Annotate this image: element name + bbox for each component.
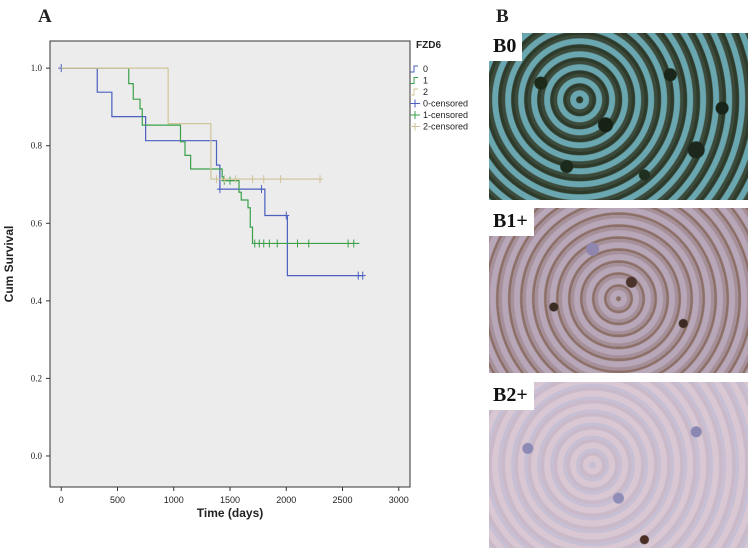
x-tick-label: 1000 <box>164 495 184 505</box>
legend-entry-2: 2 <box>423 87 428 97</box>
censor-mark-1 <box>260 239 267 248</box>
micrograph-b0: B0 <box>489 33 748 200</box>
x-axis-title: Time (days) <box>197 506 263 520</box>
y-tick-label: 0.4 <box>31 296 43 306</box>
y-axis-title: Cum Survival <box>2 226 16 303</box>
micrograph-b1: B1+ <box>489 208 748 373</box>
x-tick-label: 500 <box>110 495 125 505</box>
micrograph-label-b2: B2+ <box>489 382 534 410</box>
micrograph-label-b1: B1+ <box>489 208 534 236</box>
legend-entry-2-censored: 2-censored <box>423 122 468 132</box>
censor-mark-2 <box>232 175 239 184</box>
legend-title: FZD6 <box>416 40 441 51</box>
micrograph-label-b0: B0 <box>489 33 523 61</box>
censor-mark-0 <box>283 211 290 220</box>
censor-mark-1 <box>345 239 352 248</box>
censor-mark-0 <box>258 185 265 194</box>
legend-swatch-2 <box>410 88 418 96</box>
legend-swatch-1-censored <box>410 111 420 119</box>
censor-mark-2 <box>213 175 220 184</box>
x-tick-label: 2500 <box>332 495 352 505</box>
censor-mark-0 <box>359 271 366 280</box>
legend-entry-1-censored: 1-censored <box>423 110 468 120</box>
x-tick-label: 3000 <box>389 495 409 505</box>
censor-mark-1 <box>305 239 312 248</box>
micrograph-b2: B2+ <box>489 382 748 548</box>
censor-mark-2 <box>249 175 256 184</box>
y-tick-label: 0.6 <box>31 218 43 228</box>
legend-swatch-1 <box>410 77 418 84</box>
censor-mark-2 <box>317 175 323 184</box>
survival-curve-2 <box>61 67 322 180</box>
censor-mark-1 <box>274 239 281 248</box>
x-tick-label: 2000 <box>276 495 296 505</box>
legend-swatch-0-censored <box>410 99 420 108</box>
x-tick-label: 0 <box>59 495 64 505</box>
censor-mark-1 <box>266 239 273 248</box>
y-tick-label: 0.8 <box>31 141 43 151</box>
legend-swatch-2-censored <box>410 122 420 131</box>
censor-mark-2 <box>221 175 228 184</box>
censor-mark-2 <box>260 175 267 184</box>
x-tick-label: 1500 <box>220 495 240 505</box>
panel-label-b: B <box>496 6 509 27</box>
panel-label-a: A <box>38 6 52 27</box>
censor-mark-2 <box>277 175 284 184</box>
censor-mark-1 <box>294 239 301 248</box>
y-tick-label: 1.0 <box>31 63 43 73</box>
legend-entry-1: 1 <box>423 76 428 86</box>
survival-curve-1 <box>61 67 360 245</box>
legend-entry-0-censored: 0-censored <box>423 99 468 109</box>
censor-mark-1 <box>227 176 233 185</box>
legend-swatch-0 <box>410 65 418 73</box>
y-tick-label: 0.2 <box>31 373 42 383</box>
censor-mark-0 <box>216 185 223 194</box>
legend-entry-0: 0 <box>423 64 428 74</box>
y-tick-label: 0.0 <box>31 451 43 461</box>
censor-mark-1 <box>350 239 357 248</box>
plot-area <box>49 40 411 488</box>
survival-chart: 0 500 1000 1500 2000 2500 3000 0.0 0.2 0.4 0.6 0.8 1… <box>2 40 468 520</box>
